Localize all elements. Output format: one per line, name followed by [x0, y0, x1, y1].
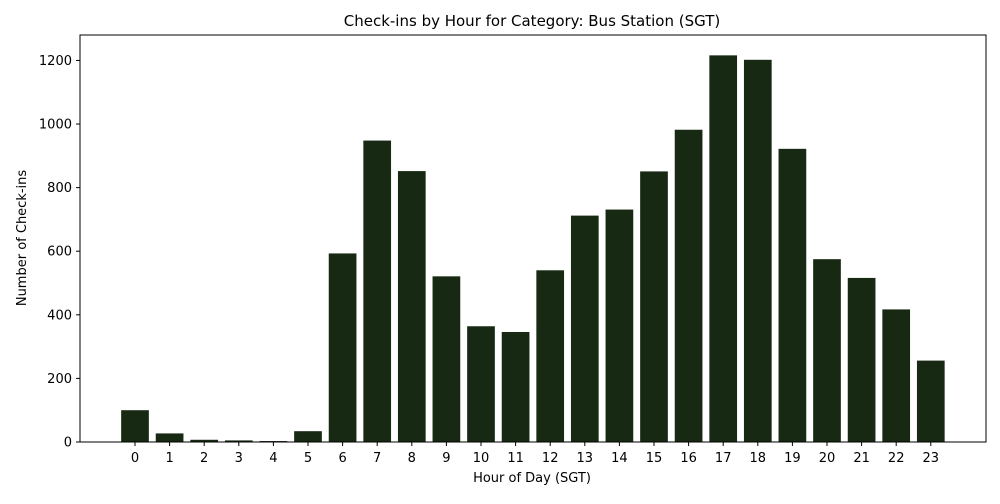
x-tick-label: 20: [819, 451, 836, 466]
bar-hour-8: [397, 171, 426, 442]
bar-hour-1: [155, 433, 184, 442]
bar-hour-16: [674, 129, 703, 442]
x-tick-label: 3: [235, 451, 243, 466]
x-tick-label: 23: [923, 451, 940, 466]
y-tick-label: 0: [64, 436, 72, 451]
bar-hour-0: [121, 410, 149, 442]
bar-hour-9: [432, 276, 461, 442]
x-tick-label: 13: [577, 451, 594, 466]
x-tick-label: 10: [473, 451, 490, 466]
bar-hour-23: [916, 360, 945, 442]
bar-hour-12: [536, 270, 565, 442]
x-tick-label: 19: [784, 451, 801, 466]
x-tick-label: 21: [853, 451, 870, 466]
bar-hour-18: [743, 59, 772, 443]
bar-hour-6: [328, 253, 357, 442]
bar-hour-15: [640, 171, 668, 442]
x-tick-label: 16: [680, 451, 697, 466]
bars-layer: [121, 55, 945, 443]
x-tick-label: 18: [750, 451, 767, 466]
y-tick-label: 600: [47, 245, 72, 260]
bar-hour-19: [778, 148, 807, 442]
x-tick-label: 22: [888, 451, 905, 466]
x-tick-label: 6: [338, 451, 346, 466]
x-tick-label: 7: [373, 451, 381, 466]
x-tick-label: 11: [507, 451, 524, 466]
bar-hour-10: [467, 326, 495, 442]
x-tick-label: 4: [269, 451, 277, 466]
x-tick-label: 17: [715, 451, 732, 466]
x-tick-label: 1: [165, 451, 173, 466]
x-tick-label: 8: [408, 451, 416, 466]
x-tick-label: 0: [131, 451, 139, 466]
bar-hour-17: [709, 55, 738, 442]
bar-hour-22: [882, 309, 911, 442]
axes-layer: 0 1 2 3 4 5 6 7 8 9 10 11 12 13 14 15 16 17 18 19 20 21 22 2302…: [39, 54, 939, 466]
bar-hour-14: [605, 209, 634, 442]
x-axis-label: Hour of Day (SGT): [473, 471, 591, 486]
x-tick-label: 15: [646, 451, 663, 466]
x-tick-label: 12: [542, 451, 559, 466]
x-tick-label: 2: [200, 451, 208, 466]
bar-hour-5: [294, 431, 322, 442]
bar-hour-20: [813, 259, 841, 442]
x-tick-label: 5: [304, 451, 312, 466]
bar-hour-13: [570, 215, 599, 442]
bar-hour-2: [190, 439, 219, 442]
bar-hour-7: [363, 140, 392, 442]
y-tick-label: 400: [47, 308, 72, 323]
plot-frame: [79, 34, 987, 443]
x-tick-label: 14: [611, 451, 628, 466]
chart-title: Check-ins by Hour for Category: Bus Stat…: [344, 12, 720, 30]
x-tick-label: 9: [442, 451, 450, 466]
y-axis-label: Number of Check-ins: [15, 170, 30, 307]
bar-hour-21: [847, 277, 876, 442]
y-tick-label: 1000: [39, 118, 72, 133]
y-tick-label: 800: [47, 181, 72, 196]
y-tick-label: 200: [47, 372, 72, 387]
bar-hour-3: [224, 440, 253, 442]
y-tick-label: 1200: [39, 54, 72, 69]
bar-hour-11: [501, 331, 530, 442]
